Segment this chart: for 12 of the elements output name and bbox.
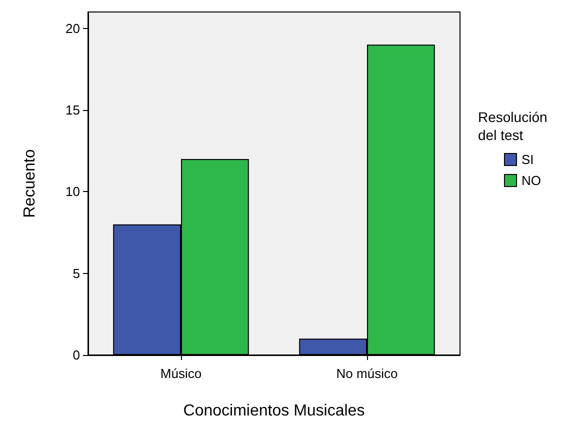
legend-label: NO xyxy=(522,173,541,188)
x-tick-label: No músico xyxy=(336,366,398,381)
legend-label: SI xyxy=(522,152,534,167)
y-tick-label: 0 xyxy=(72,348,80,362)
y-tick-label: 20 xyxy=(66,20,80,36)
y-axis-title: Recuento xyxy=(22,149,38,218)
y-tick-label: 15 xyxy=(66,102,80,118)
x-tick-label: Músico xyxy=(160,366,202,381)
x-axis-title: Conocimientos Musicales xyxy=(183,402,365,420)
y-tick-label: 5 xyxy=(72,266,80,281)
legend-title: Resolución del test xyxy=(478,109,552,143)
y-tick-label: 10 xyxy=(66,184,80,200)
